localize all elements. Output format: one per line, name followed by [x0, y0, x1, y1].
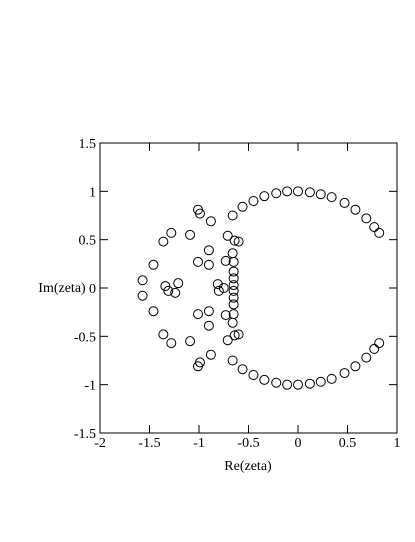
point: [228, 280, 239, 291]
point: [361, 352, 372, 363]
x-tick-label: -1.5: [138, 436, 160, 451]
point: [248, 196, 259, 206]
point: [259, 191, 270, 202]
x-tick-label: -1: [193, 436, 205, 451]
point: [166, 338, 177, 349]
x-tick-label: -2: [94, 436, 106, 451]
point: [158, 236, 169, 247]
point: [304, 378, 315, 389]
point: [185, 229, 196, 240]
point: [170, 287, 181, 298]
plot-frame: [99, 142, 398, 434]
point: [228, 309, 239, 320]
point: [228, 285, 239, 296]
point: [227, 210, 238, 221]
point: [374, 338, 385, 349]
point: [185, 336, 196, 347]
y-tick-label: -1: [84, 379, 96, 394]
x-tick-label: 0: [295, 436, 302, 451]
point: [194, 208, 205, 219]
point: [350, 204, 361, 215]
point: [271, 377, 282, 388]
x-tick-label: -0.5: [237, 436, 259, 451]
point: [233, 236, 244, 247]
point: [326, 192, 337, 203]
point: [248, 370, 259, 380]
point: [205, 216, 216, 227]
point: [220, 310, 231, 321]
point: [339, 368, 350, 379]
point: [203, 320, 214, 331]
point: [193, 256, 204, 267]
point: [158, 329, 169, 340]
point: [148, 259, 159, 270]
point: [233, 329, 244, 340]
point: [137, 290, 148, 301]
point: [173, 278, 184, 289]
point: [259, 374, 270, 385]
point: [237, 201, 248, 212]
point: [237, 364, 248, 375]
y-tick-label: 1: [89, 185, 96, 200]
point: [222, 335, 233, 346]
point: [282, 186, 293, 197]
point: [203, 306, 214, 317]
point: [194, 357, 205, 368]
point: [271, 188, 282, 199]
y-tick-label: -0.5: [74, 330, 96, 345]
y-axis-label: Im(zeta): [38, 281, 86, 296]
point: [160, 281, 171, 292]
point: [339, 197, 350, 208]
point: [369, 343, 380, 354]
point: [227, 317, 238, 328]
x-tick-label: 0.5: [339, 436, 357, 451]
point: [326, 373, 337, 384]
point: [220, 255, 231, 266]
point: [228, 299, 239, 310]
point: [304, 187, 315, 198]
point: [228, 266, 239, 277]
point: [227, 355, 238, 366]
point: [229, 235, 240, 246]
point: [137, 275, 148, 286]
y-tick-label: 0: [89, 282, 96, 297]
point: [228, 292, 239, 303]
point: [315, 189, 326, 200]
point: [228, 256, 239, 267]
point: [166, 227, 177, 238]
point: [282, 379, 293, 390]
point: [212, 279, 223, 290]
point: [228, 273, 239, 284]
x-axis-label: Re(zeta): [224, 459, 272, 474]
point: [227, 248, 238, 259]
point: [193, 309, 204, 320]
x-tick-label: 1: [394, 436, 401, 451]
point: [229, 330, 240, 341]
point: [205, 349, 216, 360]
point: [148, 306, 159, 317]
point: [293, 186, 303, 197]
point: [203, 245, 214, 256]
y-tick-label: -1.5: [74, 427, 96, 442]
point: [203, 259, 214, 270]
point: [293, 379, 303, 390]
point: [361, 213, 372, 224]
y-tick-label: 0.5: [79, 234, 97, 249]
point: [374, 227, 385, 238]
point: [350, 361, 361, 372]
y-tick-label: 1.5: [79, 137, 97, 152]
point: [222, 230, 233, 241]
point: [213, 285, 224, 296]
point: [369, 222, 380, 233]
point: [315, 376, 326, 387]
point: [163, 285, 174, 296]
